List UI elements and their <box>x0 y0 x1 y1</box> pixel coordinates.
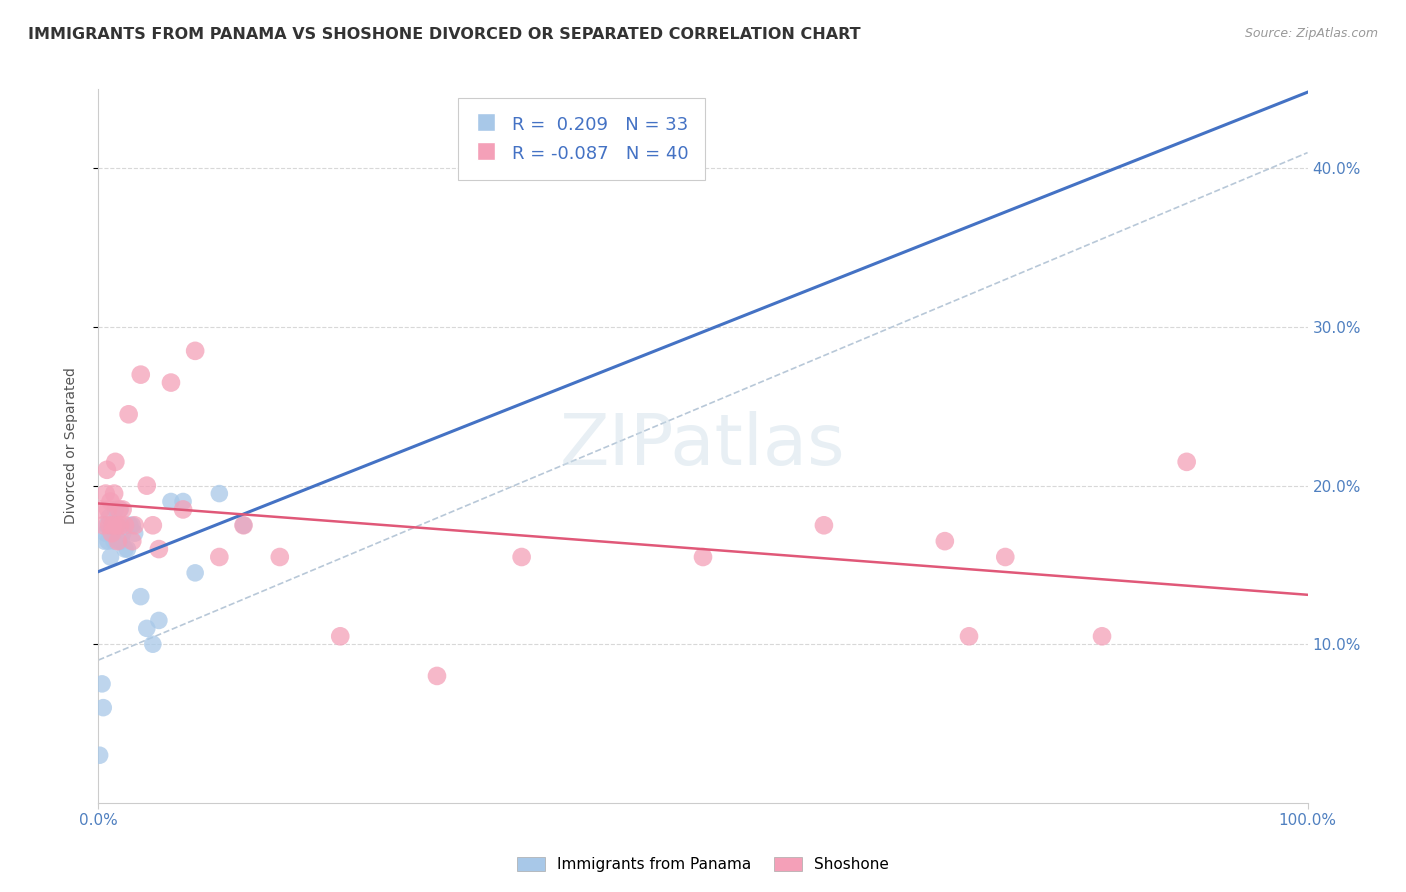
Point <box>89 748 111 763</box>
Point <box>108 534 131 549</box>
Point <box>118 407 141 421</box>
Point <box>101 518 124 533</box>
Point <box>160 494 183 508</box>
Point <box>426 669 449 683</box>
Text: Source: ZipAtlas.com: Source: ZipAtlas.com <box>1244 27 1378 40</box>
Point <box>129 368 152 382</box>
Point <box>172 502 194 516</box>
Point <box>100 526 122 541</box>
Point <box>101 518 124 533</box>
Point <box>100 549 122 564</box>
Point <box>142 518 165 533</box>
Point <box>160 376 183 390</box>
Point <box>104 455 127 469</box>
Point <box>103 486 125 500</box>
Point <box>934 534 956 549</box>
Point <box>121 518 143 533</box>
Point <box>184 343 207 358</box>
Point <box>114 542 136 557</box>
Point <box>142 637 165 651</box>
Legend: Immigrants from Panama, Shoshone: Immigrants from Panama, Shoshone <box>509 849 897 880</box>
Point <box>100 494 122 508</box>
Point <box>118 518 141 533</box>
Point <box>148 614 170 628</box>
Point <box>97 502 120 516</box>
Point <box>96 518 118 533</box>
Point <box>269 549 291 564</box>
Point <box>1091 629 1114 643</box>
Point <box>129 590 152 604</box>
Point <box>692 549 714 564</box>
Point <box>994 549 1017 564</box>
Point <box>148 542 170 557</box>
Point <box>510 549 533 564</box>
Point <box>108 502 131 516</box>
Point <box>232 518 254 533</box>
Point <box>184 566 207 580</box>
Point <box>100 526 122 541</box>
Point <box>813 518 835 533</box>
Point <box>105 518 128 533</box>
Point <box>90 502 112 516</box>
Point <box>93 534 115 549</box>
Point <box>108 518 131 533</box>
Point <box>98 510 121 524</box>
Point <box>208 486 231 500</box>
Point <box>108 502 131 516</box>
Point <box>114 518 136 533</box>
Point <box>232 518 254 533</box>
Point <box>98 518 121 533</box>
Point <box>107 518 129 533</box>
Point <box>135 621 157 635</box>
Legend: R =  0.209   N = 33, R = -0.087   N = 40: R = 0.209 N = 33, R = -0.087 N = 40 <box>458 98 706 179</box>
Point <box>110 534 132 549</box>
Point <box>91 677 114 691</box>
Text: IMMIGRANTS FROM PANAMA VS SHOSHONE DIVORCED OR SEPARATED CORRELATION CHART: IMMIGRANTS FROM PANAMA VS SHOSHONE DIVOR… <box>28 27 860 42</box>
Point <box>91 700 114 714</box>
Text: ZIPatlas: ZIPatlas <box>560 411 846 481</box>
Point <box>91 518 114 533</box>
Point <box>111 502 134 516</box>
Point <box>104 502 127 516</box>
Point <box>124 526 146 541</box>
Point <box>121 534 143 549</box>
Point <box>105 518 128 533</box>
Point <box>124 518 146 533</box>
Point <box>111 526 134 541</box>
Point <box>107 534 129 549</box>
Point <box>172 494 194 508</box>
Point <box>96 463 118 477</box>
Point <box>94 526 117 541</box>
Y-axis label: Divorced or Separated: Divorced or Separated <box>63 368 77 524</box>
Point <box>957 629 980 643</box>
Point <box>94 486 117 500</box>
Point <box>103 534 125 549</box>
Point <box>135 478 157 492</box>
Point <box>1175 455 1198 469</box>
Point <box>329 629 352 643</box>
Point <box>117 542 139 557</box>
Point <box>97 534 120 549</box>
Point <box>208 549 231 564</box>
